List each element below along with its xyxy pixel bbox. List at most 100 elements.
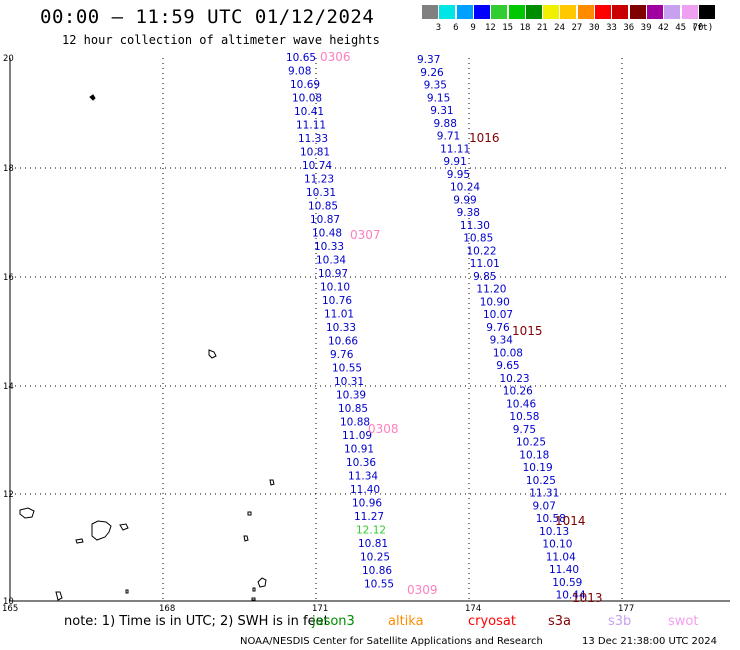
- swh-value: 9.35: [424, 80, 447, 92]
- swh-value: 10.36: [346, 457, 376, 469]
- swh-value: 10.22: [467, 245, 497, 257]
- swh-value: 10.48: [312, 228, 342, 240]
- satellite-s3a: s3a: [548, 614, 572, 629]
- swh-value: 9.37: [417, 54, 440, 66]
- island-outline: [55, 591, 63, 601]
- legend-label: 9: [470, 23, 476, 33]
- swh-value: 10.66: [328, 336, 358, 348]
- pass-time-label: 0306: [320, 50, 351, 64]
- footer-note: note: 1) Time is in UTC; 2) SWH is in fe…: [64, 614, 329, 629]
- legend-swatch: [595, 5, 612, 19]
- satellite-s3b: s3b: [608, 614, 632, 629]
- lon-tick-label: 171: [312, 604, 328, 614]
- swh-value: 10.85: [308, 201, 338, 213]
- swh-value: 9.76: [486, 322, 510, 334]
- swh-value: 9.76: [330, 349, 354, 361]
- swh-value: 10.97: [318, 268, 348, 280]
- legend-unit: (ft): [691, 23, 714, 33]
- swh-value: 9.38: [457, 207, 480, 219]
- lon-tick-label: 168: [159, 604, 175, 614]
- swh-value: 10.81: [300, 147, 330, 159]
- swh-value: 9.08: [288, 66, 311, 78]
- satellite-altika: altika: [388, 614, 424, 629]
- island-outline: [119, 523, 129, 531]
- swh-value: 9.99: [453, 194, 476, 206]
- legend-label: 36: [623, 23, 635, 33]
- legend-swatch: [664, 5, 682, 19]
- swh-value: 11.04: [546, 551, 576, 563]
- swh-value: 10.58: [536, 513, 566, 525]
- island-outline: [252, 587, 256, 592]
- island-outline: [269, 479, 275, 486]
- swh-value: 10.25: [526, 475, 556, 487]
- legend-label: 15: [502, 23, 514, 33]
- swh-value: 10.85: [338, 403, 368, 415]
- swh-value: 10.85: [463, 233, 493, 245]
- generation-timestamp: 13 Dec 21:38:00 UTC 2024: [582, 636, 717, 647]
- swh-value: 10.25: [360, 552, 390, 564]
- swh-value: 10.81: [358, 538, 388, 550]
- legend-label: 18: [519, 23, 531, 33]
- swh-value: 10.76: [322, 295, 352, 307]
- legend-swatch: [646, 5, 664, 19]
- swh-value: 10.96: [352, 498, 382, 510]
- island-outline: [208, 349, 217, 359]
- swh-value: 10.39: [336, 390, 366, 402]
- satellite-cryosat: cryosat: [468, 614, 516, 629]
- swh-value: 9.65: [496, 360, 519, 372]
- legend-label: 27: [571, 23, 583, 33]
- swh-value: 11.01: [324, 309, 354, 321]
- swh-value: 11.33: [298, 133, 328, 145]
- legend-swatch: [439, 5, 457, 19]
- swh-value: 10.59: [552, 577, 582, 589]
- legend-label: 42: [657, 23, 669, 33]
- swh-value: 9.31: [430, 105, 453, 117]
- swh-value: 10.08: [493, 347, 523, 359]
- swh-value: 10.69: [290, 79, 320, 91]
- swh-value: 10.91: [344, 444, 374, 456]
- swh-value: 10.58: [509, 411, 539, 423]
- swh-value: 9.71: [437, 131, 460, 143]
- swh-value: 9.75: [513, 424, 536, 436]
- swh-value: 10.88: [340, 417, 370, 429]
- swh-value: 10.33: [326, 322, 356, 334]
- legend-label: 6: [453, 23, 459, 33]
- swh-value: 9.26: [420, 67, 444, 79]
- swh-value: 11.11: [296, 120, 326, 132]
- swh-value: 9.34: [490, 335, 514, 347]
- swh-value: 10.31: [334, 376, 364, 388]
- lon-tick-label: 177: [618, 604, 634, 614]
- swh-value: 11.30: [460, 220, 490, 232]
- swh-value: 10.24: [450, 182, 480, 194]
- swh-value: 10.65: [286, 52, 316, 64]
- legend-swatch: [681, 5, 699, 19]
- legend-label: 3: [435, 23, 442, 33]
- pass-time-label: 1015: [512, 324, 543, 338]
- lat-tick-label: 12: [3, 490, 14, 500]
- legend-swatch: [560, 5, 578, 19]
- legend-swatch: [473, 5, 491, 19]
- lat-tick-label: 18: [3, 164, 14, 174]
- chart-subtitle: 12 hour collection of altimeter wave hei…: [62, 33, 380, 47]
- island-outline: [257, 577, 267, 588]
- pass-time-label: 0309: [407, 583, 438, 597]
- satellite-swot: swot: [668, 614, 699, 629]
- legend-label: 24: [554, 23, 566, 33]
- legend-label: 45: [675, 23, 687, 33]
- swh-value: 11.34: [348, 471, 378, 483]
- legend-label: 30: [588, 23, 600, 33]
- legend-label: 12: [484, 23, 496, 33]
- swh-value: 10.07: [483, 309, 513, 321]
- swh-value: 10.18: [519, 449, 549, 461]
- swh-value: 10.46: [506, 398, 536, 410]
- legend-swatch: [698, 5, 716, 19]
- pass-time-label: 0308: [368, 422, 399, 436]
- lon-tick-label: 165: [2, 604, 18, 614]
- chart-title: 00:00 – 11:59 UTC 01/12/2024: [40, 6, 375, 28]
- legend-swatch: [543, 5, 561, 19]
- swh-value: 11.23: [304, 174, 334, 186]
- swh-value: 10.86: [362, 565, 392, 577]
- swh-value: 10.23: [500, 373, 530, 385]
- pass-time-label: 1013: [572, 591, 603, 605]
